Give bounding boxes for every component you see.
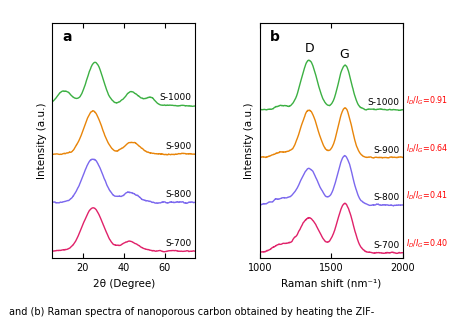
Text: $I_D$/$I_G$=0.41: $I_D$/$I_G$=0.41 xyxy=(406,190,448,203)
Text: S-800: S-800 xyxy=(374,193,400,203)
Text: S-700: S-700 xyxy=(165,239,191,248)
Text: and (b) Raman spectra of nanoporous carbon obtained by heating the ZIF-: and (b) Raman spectra of nanoporous carb… xyxy=(9,307,375,317)
Text: D: D xyxy=(304,42,314,55)
Text: S-800: S-800 xyxy=(165,190,191,199)
Text: $I_D$/$I_G$=0.40: $I_D$/$I_G$=0.40 xyxy=(406,238,448,250)
Y-axis label: Intensity (a.u.): Intensity (a.u.) xyxy=(244,102,254,179)
X-axis label: Raman shift (nm⁻¹): Raman shift (nm⁻¹) xyxy=(281,279,382,289)
Text: $I_D$/$I_G$=0.64: $I_D$/$I_G$=0.64 xyxy=(406,142,448,155)
Y-axis label: Intensity (a.u.): Intensity (a.u.) xyxy=(36,102,46,179)
Text: S-1000: S-1000 xyxy=(368,98,400,107)
Text: S-700: S-700 xyxy=(374,241,400,250)
Text: a: a xyxy=(62,30,72,44)
Text: $I_D$/$I_G$=0.91: $I_D$/$I_G$=0.91 xyxy=(406,95,448,107)
Text: b: b xyxy=(270,30,280,44)
Text: S-900: S-900 xyxy=(374,146,400,155)
X-axis label: 2θ (Degree): 2θ (Degree) xyxy=(92,279,155,289)
Text: S-1000: S-1000 xyxy=(159,93,191,102)
Text: G: G xyxy=(339,48,349,61)
Text: S-900: S-900 xyxy=(165,141,191,151)
